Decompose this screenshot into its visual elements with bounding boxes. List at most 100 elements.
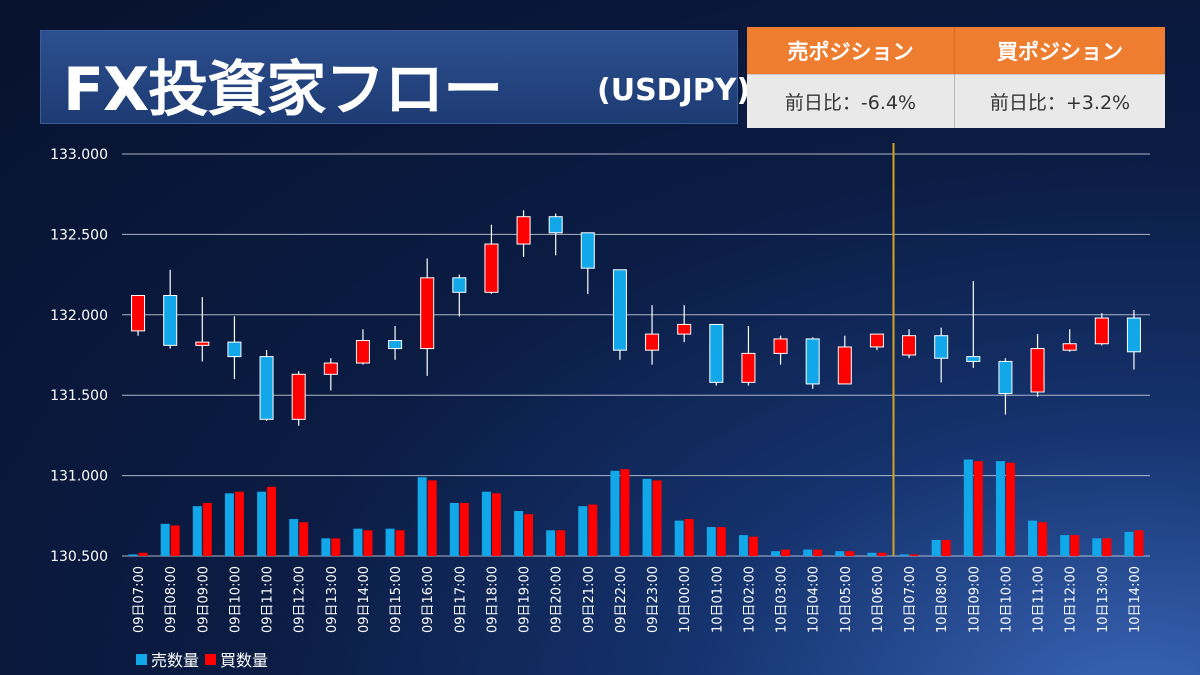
candle-body	[227, 341, 242, 358]
buy-volume-bar	[202, 502, 212, 556]
sell-volume-bar	[385, 528, 395, 556]
x-tick-label: 10日02:00	[742, 566, 757, 633]
sell-volume-bar	[481, 491, 491, 556]
buy-volume-bar	[427, 480, 437, 556]
candle-body	[516, 216, 531, 245]
sell-volume-bar	[995, 461, 1005, 556]
x-tick-label: 09日19:00	[518, 566, 533, 633]
sell-volume-bar	[931, 539, 941, 556]
candle-body	[548, 216, 563, 234]
x-tick-label: 09日11:00	[261, 566, 276, 633]
buy-volume-bar	[716, 527, 726, 556]
sell-volume-bar	[257, 491, 267, 556]
x-tick-label: 10日11:00	[1032, 566, 1047, 633]
candle-body	[741, 352, 756, 383]
buy-volume-bar	[267, 486, 277, 556]
chart-legend: 売数量 買数量	[136, 647, 268, 671]
x-tick-label: 09日13:00	[325, 566, 340, 633]
page-title: FX投資家フロー	[63, 55, 503, 125]
sell-volume-bar	[1092, 538, 1102, 556]
sell-volume-bar	[546, 530, 556, 556]
candle-body	[645, 333, 660, 351]
buy-volume-bar	[813, 549, 823, 556]
candle-body	[1030, 348, 1045, 393]
x-tick-label: 10日12:00	[1064, 566, 1079, 633]
sell-volume-bar	[963, 459, 973, 556]
y-tick-label: 132.000	[50, 308, 108, 324]
sell-volume-bar	[835, 551, 845, 556]
legend-buy-label: 買数量	[220, 651, 269, 670]
candle-body	[580, 232, 595, 269]
sell-volume-bar	[578, 506, 588, 556]
y-tick-label: 131.000	[50, 469, 108, 485]
buy-volume-bar	[299, 522, 309, 556]
candle-body	[773, 338, 788, 354]
sell-volume-bar	[289, 519, 299, 556]
candle-body	[934, 335, 949, 359]
candle-body	[195, 341, 210, 346]
buy-volume-bar	[556, 530, 566, 556]
x-tick-label: 10日06:00	[871, 566, 886, 633]
buy-volume-bar	[459, 502, 469, 556]
x-tick-label: 10日08:00	[935, 566, 950, 633]
buy-volume-bar	[652, 480, 662, 556]
sell-volume-bar	[674, 520, 684, 556]
x-tick-label: 09日10:00	[228, 566, 243, 633]
x-tick-label: 09日14:00	[357, 566, 372, 633]
buy-volume-bar	[395, 530, 405, 556]
candle-body	[131, 295, 146, 332]
sell-volume-bar	[192, 506, 202, 556]
candle-body	[1094, 317, 1109, 345]
x-tick-label: 10日09:00	[967, 566, 982, 633]
sell-volume-bar	[642, 478, 652, 556]
x-tick-label: 10日05:00	[839, 566, 854, 633]
buy-volume-bar	[748, 536, 758, 556]
buy-volume-bar	[909, 554, 919, 556]
legend-sell-swatch	[136, 653, 147, 665]
x-tick-label: 10日04:00	[807, 566, 822, 633]
sell-volume-bar	[1060, 535, 1070, 556]
buy-volume-bar	[781, 549, 791, 556]
buy-volume-bar	[684, 519, 694, 556]
candle-body	[1126, 317, 1141, 353]
x-tick-label: 10日14:00	[1128, 566, 1143, 633]
x-tick-label: 10日00:00	[678, 566, 693, 633]
candle-body	[420, 277, 435, 350]
candle-body	[163, 295, 178, 346]
candle-body	[902, 335, 917, 356]
sell-volume-bar	[321, 538, 331, 556]
buy-volume-bar	[138, 552, 148, 556]
position-summary-table: 売ポジション 買ポジション 前日比：-6.4% 前日比：+3.2%	[747, 27, 1165, 128]
buy-volume-bar	[845, 551, 855, 556]
candle-body	[805, 338, 820, 385]
sell-volume-bar	[771, 551, 781, 556]
candle-body	[998, 360, 1013, 395]
sell-volume-bar	[899, 554, 909, 556]
candle-body	[677, 323, 692, 335]
buy-volume-bar	[1070, 535, 1080, 556]
candle-body	[1062, 343, 1077, 351]
y-tick-label: 133.000	[50, 147, 108, 163]
candle-body	[612, 269, 627, 351]
x-tick-label: 10日10:00	[999, 566, 1014, 633]
sell-volume-bar	[128, 554, 138, 556]
y-tick-label: 130.500	[50, 549, 108, 565]
sell-volume-bar	[610, 470, 620, 556]
sell-volume-bar	[449, 502, 459, 556]
sell-volume-bar	[1028, 520, 1038, 556]
buy-volume-bar	[1005, 462, 1015, 556]
buy-volume-bar	[877, 552, 887, 556]
candle-body	[323, 362, 338, 375]
buy-volume-bar	[1102, 538, 1112, 556]
candle-body	[388, 340, 403, 350]
x-tick-label: 09日16:00	[421, 566, 436, 633]
sell-volume-bar	[867, 552, 877, 556]
buy-volume-bar	[1134, 530, 1144, 556]
currency-pair-label: (USDJPY)	[597, 73, 751, 108]
x-tick-label: 09日08:00	[164, 566, 179, 633]
x-tick-label: 10日03:00	[775, 566, 790, 633]
buy-volume-bar	[620, 469, 630, 556]
x-tick-label: 10日07:00	[903, 566, 918, 633]
buy-volume-bar	[1038, 522, 1048, 556]
